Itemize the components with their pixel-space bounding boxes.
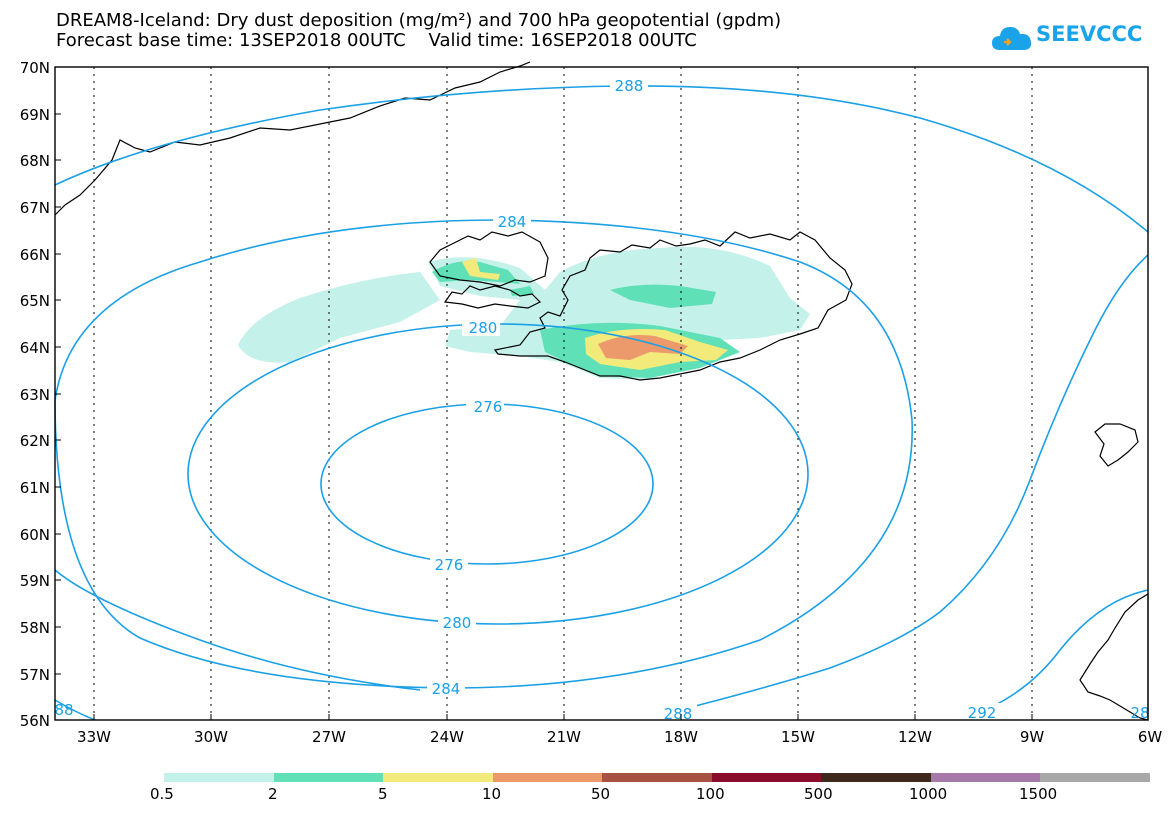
contour-284 xyxy=(54,219,913,689)
dust-area-2 xyxy=(610,284,716,308)
contour-label: 280 xyxy=(443,614,472,632)
lat-label: 68N xyxy=(20,152,50,170)
dust-area-low xyxy=(428,246,810,380)
geopotential-contours xyxy=(54,85,1149,721)
lat-label: 67N xyxy=(20,199,50,217)
lon-label: 33W xyxy=(77,728,111,746)
map-frame xyxy=(54,66,1149,721)
contour-280 xyxy=(187,323,809,625)
logo-text: SEEVCCC xyxy=(1036,22,1143,46)
iceland-coast xyxy=(493,231,853,381)
legend-swatch xyxy=(1040,773,1150,782)
contour-labels: 288 284 280 276 276 280 284 288 292 88 2… xyxy=(54,76,1150,723)
legend-label: 5 xyxy=(378,785,388,803)
graticule xyxy=(93,67,1033,720)
contour-label: 284 xyxy=(498,213,527,231)
lat-label: 61N xyxy=(20,479,50,497)
lon-label: 18W xyxy=(664,728,698,746)
greenland-coast xyxy=(54,61,531,216)
legend-swatch xyxy=(931,773,1040,782)
lat-label: 66N xyxy=(20,246,50,264)
contour-label: 284 xyxy=(432,680,461,698)
legend-swatch xyxy=(602,773,712,782)
lon-label: 21W xyxy=(547,728,581,746)
legend-label: 100 xyxy=(696,785,725,803)
legend-swatch xyxy=(164,773,274,782)
map-title: DREAM8-Iceland: Dry dust deposition (mg/… xyxy=(56,10,782,31)
dust-area-10 xyxy=(598,335,688,360)
axis-ticks xyxy=(55,66,1033,720)
lon-label: 27W xyxy=(312,728,346,746)
legend-label: 500 xyxy=(804,785,833,803)
lon-label: 9W xyxy=(1020,728,1045,746)
contour-288 xyxy=(54,85,1149,233)
lat-label: 62N xyxy=(20,432,50,450)
contour-label: 292 xyxy=(968,704,997,722)
lat-label: 70N xyxy=(20,59,50,77)
contour-288 xyxy=(659,254,1149,716)
lat-label: 63N xyxy=(20,386,50,404)
contour-276 xyxy=(320,403,654,565)
lat-label: 69N xyxy=(20,106,50,124)
contour-292 xyxy=(984,589,1149,711)
contour-label: 288 xyxy=(664,705,693,723)
longitude-labels: 33W 30W 27W 24W 21W 18W 15W 12W 9W 6W xyxy=(77,728,1162,746)
lat-label: 56N xyxy=(20,712,50,730)
latitude-labels: 70N 69N 68N 67N 66N 65N 64N 63N 62N 61N … xyxy=(20,59,50,730)
legend-swatch xyxy=(274,773,383,782)
legend-swatch xyxy=(821,773,931,782)
contour-label: 28 xyxy=(1130,704,1149,722)
legend-label: 50 xyxy=(591,785,611,803)
seevccc-logo: SEEVCCC xyxy=(990,18,1142,58)
scotland-coast xyxy=(1079,592,1149,721)
legend-label: 1000 xyxy=(909,785,948,803)
lon-label: 30W xyxy=(194,728,228,746)
cloud-icon xyxy=(992,27,1032,50)
lon-label: 12W xyxy=(898,728,932,746)
lon-label: 6W xyxy=(1138,728,1163,746)
legend-swatch xyxy=(383,773,493,782)
contour-288-west xyxy=(54,699,96,721)
contour-label: 288 xyxy=(615,77,644,95)
legend-swatch xyxy=(493,773,602,782)
legend-label: 2 xyxy=(268,785,278,803)
contour-label: 276 xyxy=(474,398,503,416)
westfjords-coast xyxy=(429,231,549,309)
lat-label: 57N xyxy=(20,666,50,684)
lat-label: 59N xyxy=(20,572,50,590)
lat-label: 65N xyxy=(20,292,50,310)
dust-area-low xyxy=(238,272,440,363)
lat-label: 60N xyxy=(20,526,50,544)
legend-label: 1500 xyxy=(1019,785,1058,803)
contour-label: 88 xyxy=(54,701,73,719)
dust-area-5 xyxy=(462,258,500,280)
lon-label: 24W xyxy=(430,728,464,746)
faroe-islands-coast xyxy=(1094,423,1139,467)
legend-label: 10 xyxy=(482,785,502,803)
lon-label: 15W xyxy=(781,728,815,746)
lat-label: 64N xyxy=(20,339,50,357)
legend-swatch xyxy=(712,773,821,782)
coastlines xyxy=(54,61,1149,721)
lat-label: 58N xyxy=(20,619,50,637)
legend-label: 0.5 xyxy=(150,785,174,803)
map-subtitle: Forecast base time: 13SEP2018 00UTC Vali… xyxy=(56,30,697,51)
contour-label: 280 xyxy=(469,319,498,337)
contour-288 xyxy=(54,569,421,691)
contour-label: 276 xyxy=(435,556,464,574)
dust-deposition-shading xyxy=(238,246,810,380)
